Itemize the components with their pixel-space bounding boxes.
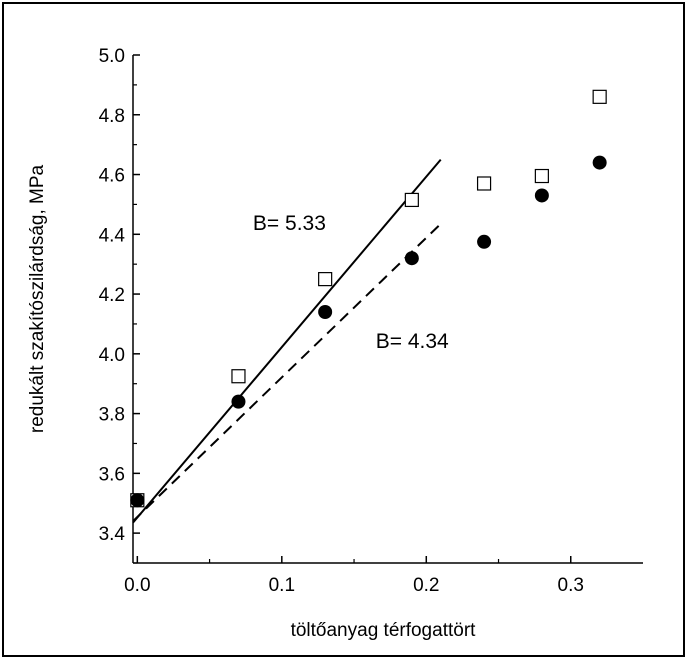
slope-annotation: B= 5.33 [253, 212, 326, 235]
y-tick-label: 4.4 [99, 225, 126, 246]
data-point-circle [592, 155, 607, 170]
data-point-circle [534, 188, 549, 203]
fit-line-dashed [132, 223, 442, 522]
ticks: 3.4 3.6 3.8 4.0 4.2 4.4 4.6 4.8 5.0 0.0 0.1 0.2 0.3 [99, 46, 584, 596]
data-point-square [231, 369, 246, 384]
data-points [130, 89, 607, 508]
x-tick-label: 0.2 [413, 575, 439, 596]
x-tick-label: 0.1 [269, 575, 295, 596]
data-point-circle [477, 234, 492, 249]
y-tick-label: 4.8 [99, 106, 125, 127]
slope-annotation: B= 4.34 [376, 330, 449, 353]
data-point-circle [404, 251, 419, 266]
data-point-square [476, 176, 492, 191]
axes [132, 55, 643, 564]
y-tick-label: 3.4 [99, 524, 126, 545]
data-point-circle [130, 493, 145, 508]
y-tick-label: 3.6 [99, 464, 125, 485]
data-point-square [592, 89, 607, 104]
x-tick-label: 0.3 [558, 575, 584, 596]
labels: B= 5.33 B= 4.34 töltőanyag térfogattört red… [27, 164, 476, 641]
y-tick-label: 4.2 [99, 285, 125, 306]
data-point-square [534, 168, 549, 184]
data-point-circle [231, 394, 246, 409]
y-tick-label: 5.0 [99, 46, 125, 67]
x-tick-label: 0.0 [124, 575, 150, 596]
fit-line-solid [132, 158, 442, 524]
fit-lines [132, 158, 442, 524]
y-tick-label: 4.6 [99, 166, 125, 187]
data-point-square [318, 272, 333, 287]
y-tick-label: 4.0 [99, 345, 125, 366]
y-tick-label: 3.8 [99, 405, 125, 426]
y-axis-title: redukált szakítószilárdság, MPa [27, 164, 48, 433]
data-point-square [404, 192, 419, 208]
x-axis-title: töltőanyag térfogattört [291, 620, 477, 641]
data-point-circle [318, 304, 333, 319]
